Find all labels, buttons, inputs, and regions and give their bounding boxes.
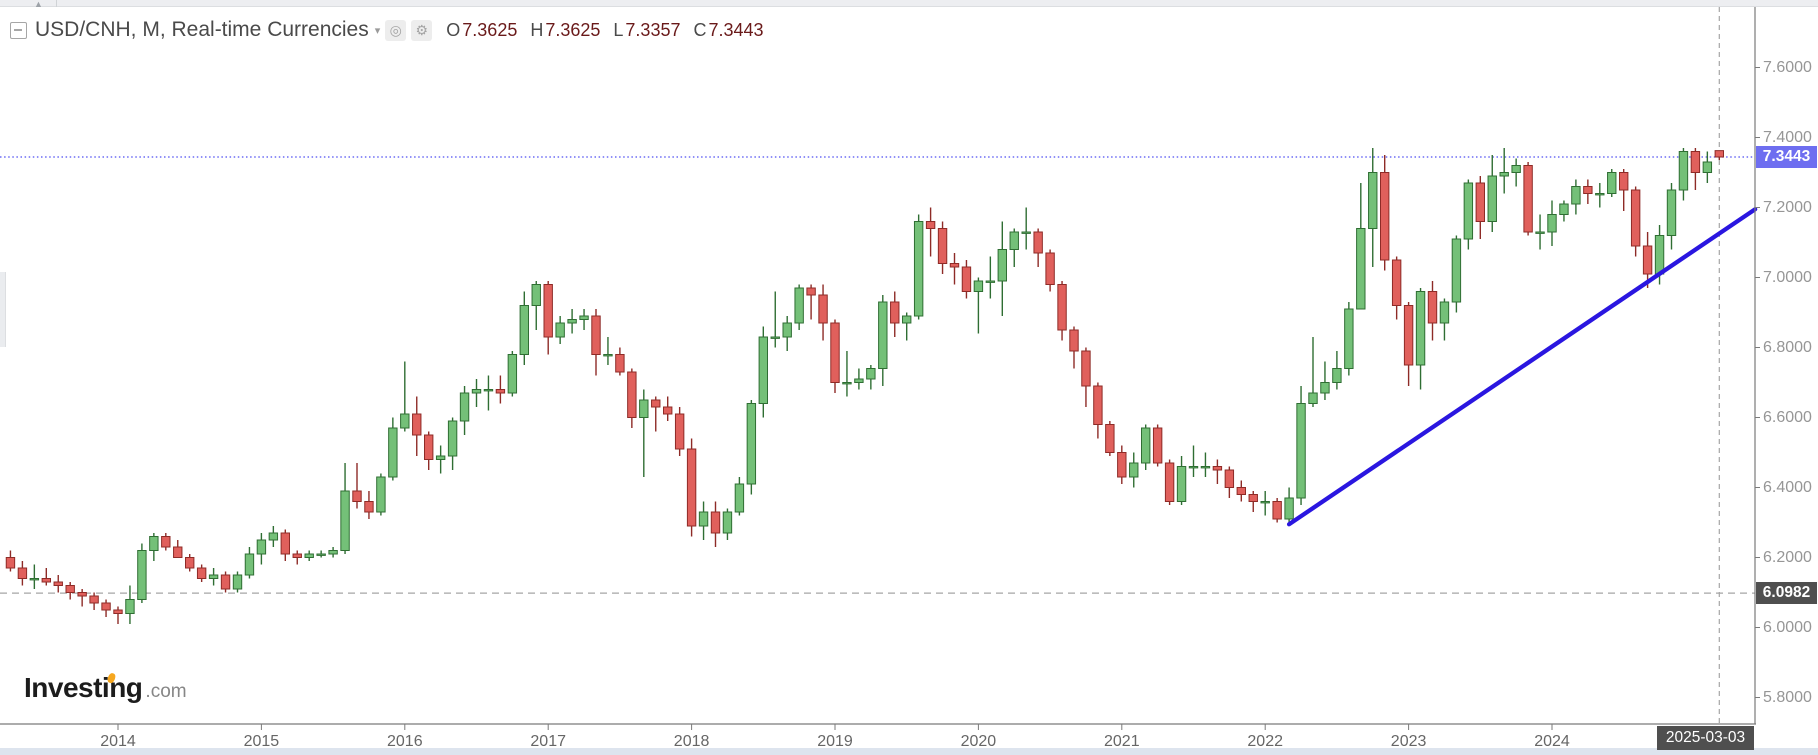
left-panel-handle[interactable]: [0, 272, 6, 347]
minus-glyph: [14, 29, 22, 31]
current-price-label: 7.3443: [1756, 145, 1817, 168]
collapse-legend-icon[interactable]: [10, 21, 27, 39]
open-value: O 7.3625: [446, 19, 518, 40]
settings-gear-icon[interactable]: ⚙: [411, 19, 433, 41]
investing-logo[interactable]: Investing .com: [24, 672, 187, 704]
close-value: C 7.3443: [693, 19, 764, 40]
symbol-title[interactable]: USD/CNH, M, Real-time Currencies: [35, 18, 369, 41]
ohlc-readout: O 7.3625 H 7.3625 L 7.3357 C 7.3443: [446, 20, 776, 41]
current-date-label: 2025-03-03: [1657, 726, 1754, 750]
reference-price-label: 6.0982: [1756, 582, 1817, 605]
toolbar-divider: [56, 0, 57, 7]
chevron-down-icon[interactable]: ▾: [374, 24, 381, 37]
trendline[interactable]: [1286, 207, 1758, 527]
high-value: H 7.3625: [530, 19, 601, 40]
candlestick-series: [5, 148, 1724, 624]
visibility-icon[interactable]: ◎: [385, 19, 407, 41]
logo-suffix: .com: [145, 681, 187, 702]
logo-text: Investing: [24, 672, 143, 703]
top-toolbar-strip: [0, 0, 1818, 7]
scroll-up-icon[interactable]: ▲: [34, 0, 43, 9]
symbol-header: USD/CNH, M, Real-time Currencies ▾ ◎ ⚙ O…: [10, 18, 777, 42]
low-value: L 7.3357: [613, 19, 681, 40]
horizontal-scroll-strip[interactable]: [0, 748, 1818, 755]
